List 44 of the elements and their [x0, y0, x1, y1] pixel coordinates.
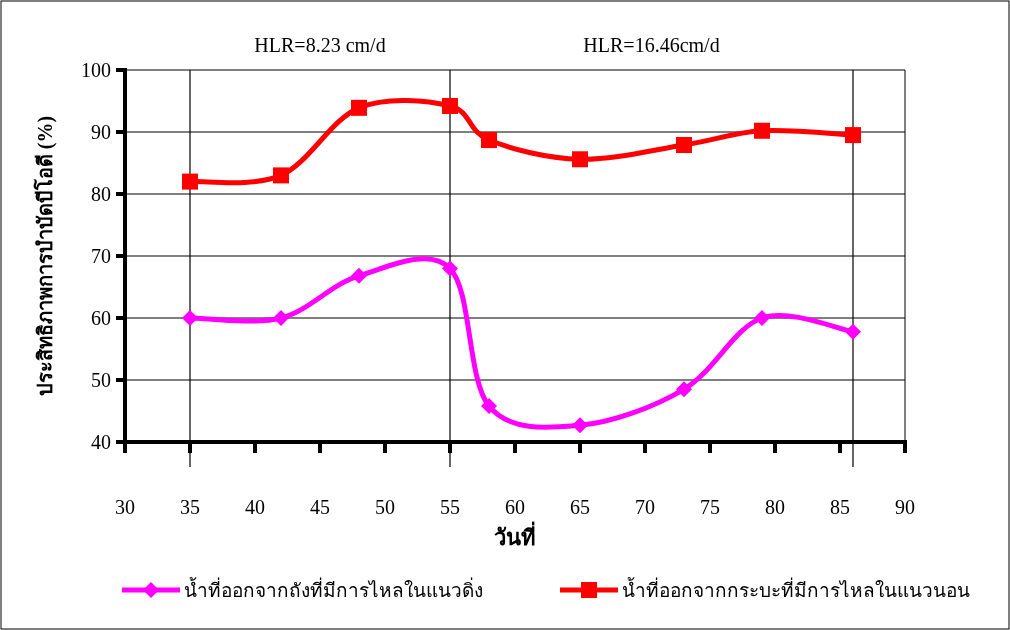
text: HLR=16.46cm/d: [583, 34, 720, 56]
point: [273, 167, 289, 184]
point: [442, 97, 458, 114]
point: [676, 381, 692, 398]
point: [442, 260, 458, 277]
point: [351, 267, 367, 284]
point: [481, 398, 497, 415]
x-axis-title: วันที่: [494, 521, 536, 550]
x-tick-label: 60: [505, 496, 525, 518]
y-tick-label: 70: [91, 245, 111, 267]
x-tick-label: 80: [765, 496, 785, 518]
legend-label: น้ำที่ออกจากถังที่มีการไหลในแนวดิ่ง: [184, 577, 483, 601]
point: [754, 310, 770, 326]
x-tick-label: 35: [180, 496, 200, 518]
x-tick-label: 55: [440, 496, 460, 518]
x-tick-label: 70: [635, 496, 655, 518]
point: [845, 323, 861, 340]
x-tick-label: 40: [245, 496, 265, 518]
y-tick-label: 50: [91, 369, 111, 391]
y-tick-label: 80: [91, 183, 111, 205]
x-tick-label: 90: [895, 496, 915, 518]
x-tick-label: 30: [115, 496, 135, 518]
y-axis-title: ประสิทธิภาพการบำบัดบีโอดี (%): [33, 115, 57, 397]
x-tick-label: 75: [700, 496, 720, 518]
x-tick-label: 85: [830, 496, 850, 518]
legend-label: น้ำที่ออกจากกระบะที่มีการไหลในแนวนอน: [622, 577, 970, 601]
y-tick-label: 60: [91, 307, 111, 329]
x-tick-label: 65: [570, 496, 590, 518]
point: [845, 127, 861, 144]
y-tick-label: 90: [91, 121, 111, 143]
text: HLR=8.23 cm/d: [254, 34, 386, 56]
point: [273, 310, 289, 326]
point: [182, 173, 198, 190]
x-tick-label: 45: [310, 496, 330, 518]
point: [572, 417, 588, 434]
point: [572, 151, 588, 168]
point: [481, 132, 497, 149]
point: [182, 310, 198, 326]
x-tick-label: 50: [375, 496, 395, 518]
y-tick-label: 100: [81, 59, 111, 81]
point: [351, 99, 367, 116]
point: [754, 122, 770, 139]
point: [676, 137, 692, 154]
y-tick-label: 40: [91, 431, 111, 453]
